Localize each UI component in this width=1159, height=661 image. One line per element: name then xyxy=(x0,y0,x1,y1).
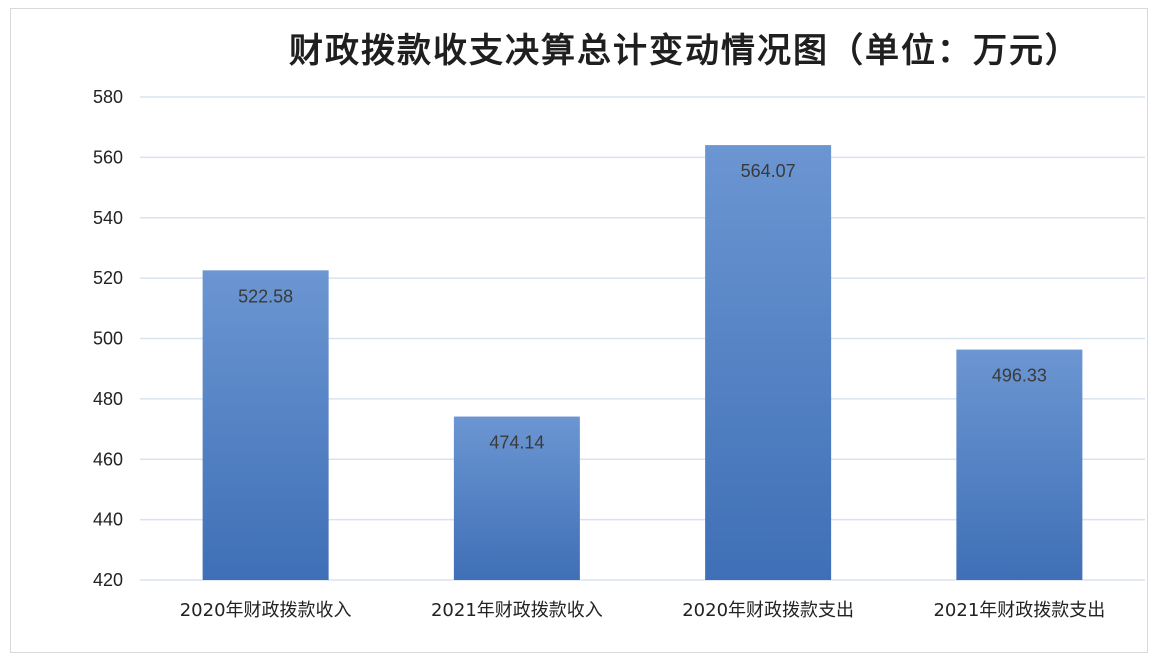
y-tick-label: 500 xyxy=(93,329,123,349)
bar xyxy=(453,416,580,580)
y-tick-label: 580 xyxy=(93,87,123,107)
y-tick-label: 440 xyxy=(93,510,123,530)
data-label: 522.58 xyxy=(238,286,293,306)
data-label: 496.33 xyxy=(992,366,1047,386)
bars xyxy=(202,145,1083,580)
y-tick-label: 560 xyxy=(93,147,123,167)
bar xyxy=(202,270,329,580)
y-tick-label: 460 xyxy=(93,449,123,469)
data-label: 474.14 xyxy=(489,433,544,453)
x-axis: 2020年财政拨款收入 2021年财政拨款收入 2020年财政拨款支出 2021年财政… xyxy=(180,600,1106,621)
y-axis: 420 440 460 480 500 520 540 560 580 xyxy=(93,87,123,590)
y-tick-label: 520 xyxy=(93,268,123,288)
data-labels: 522.58 474.14 564.07 496.33 xyxy=(238,161,1047,452)
y-tick-label: 540 xyxy=(93,208,123,228)
data-label: 564.07 xyxy=(741,161,796,181)
bar xyxy=(705,145,832,580)
x-category-label: 2020年财政拨款收入 xyxy=(180,600,352,621)
x-category-label: 2020年财政拨款支出 xyxy=(682,600,854,621)
x-category-label: 2021年财政拨款支出 xyxy=(933,600,1105,621)
chart-title: 财政拨款收支决算总计变动情况图（单位：万元） xyxy=(289,31,1081,71)
y-tick-label: 420 xyxy=(93,570,123,590)
bar xyxy=(956,349,1083,580)
y-tick-label: 480 xyxy=(93,389,123,409)
x-category-label: 2021年财政拨款收入 xyxy=(431,600,603,621)
